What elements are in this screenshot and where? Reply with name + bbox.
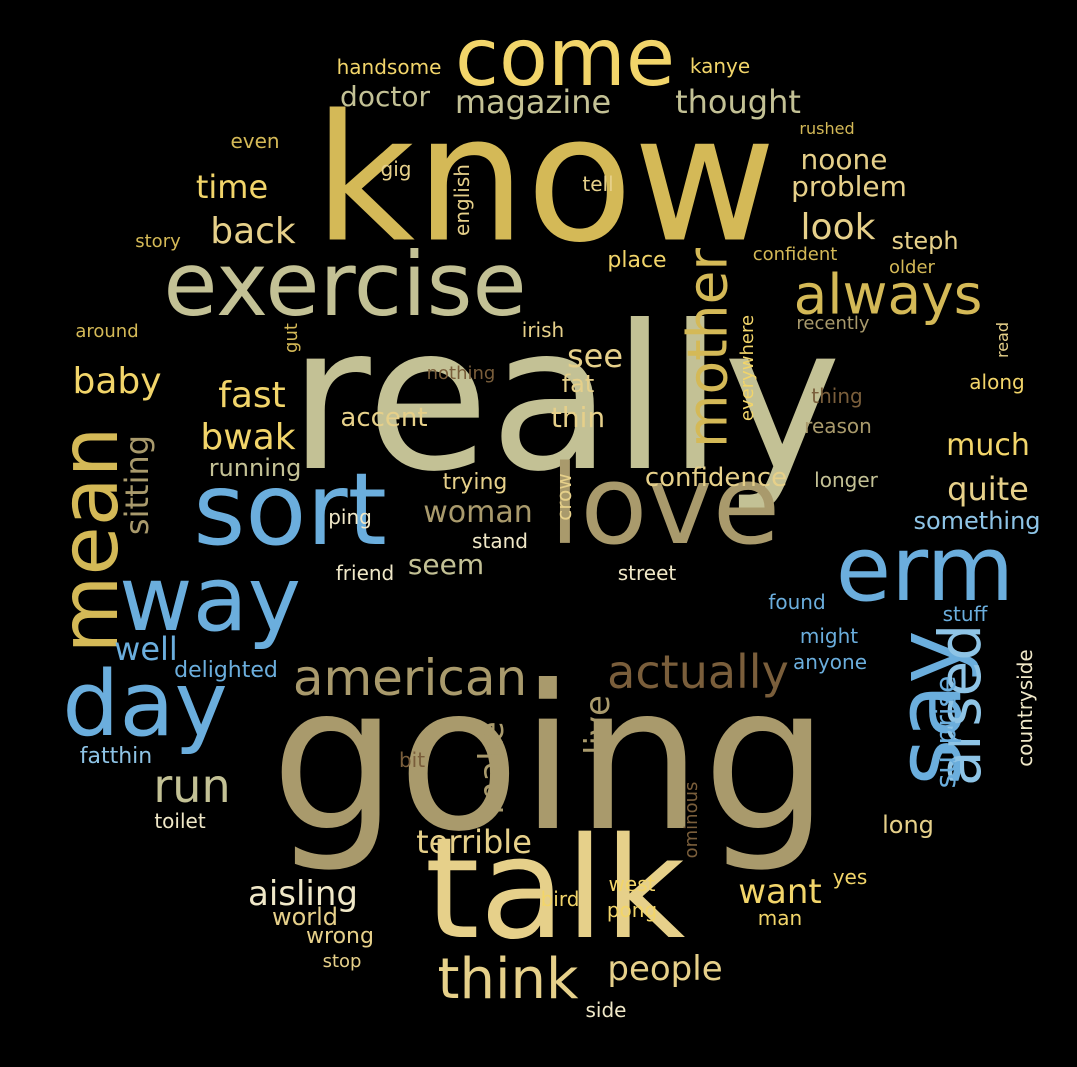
word-aisling: aisling <box>247 874 359 914</box>
word-english: english <box>450 164 474 236</box>
word-everywhere: everywhere <box>737 314 758 422</box>
word-trying: trying <box>442 470 508 495</box>
word-longer: longer <box>814 468 878 492</box>
word-fast: fast <box>218 375 286 416</box>
word-older: older <box>889 257 935 278</box>
word-thin: thin <box>550 401 606 434</box>
word-fatthin: fatthin <box>79 744 153 769</box>
word-talk: talk <box>424 808 686 971</box>
word-time: time <box>195 168 269 206</box>
word-tell: tell <box>582 172 614 196</box>
word-live: live <box>578 695 618 755</box>
word-place: place <box>607 248 667 273</box>
word-friend: friend <box>335 561 395 585</box>
word-american: american <box>292 649 528 707</box>
word-wrong: wrong <box>306 924 374 949</box>
word-mother: mother <box>675 247 740 449</box>
word-look: look <box>800 207 876 248</box>
word-day: day <box>62 652 228 757</box>
word-reason: reason <box>804 414 872 438</box>
word-know: know <box>313 78 777 282</box>
word-read: read <box>993 321 1012 359</box>
word-confidence: confidence <box>644 463 788 493</box>
word-problem: problem <box>791 170 907 203</box>
word-actually: actually <box>607 645 789 699</box>
word-much: much <box>946 428 1030 463</box>
word-irish: irish <box>521 318 565 342</box>
word-doctor: doctor <box>340 80 430 113</box>
word-bird: bird <box>540 887 580 911</box>
word-seem: seem <box>407 548 485 581</box>
word-handsome: handsome <box>336 55 442 79</box>
word-well: well <box>114 630 178 668</box>
word-love: love <box>549 441 781 569</box>
word-steph: steph <box>891 227 959 255</box>
word-quite: quite <box>947 470 1029 508</box>
word-woman: woman <box>423 495 533 530</box>
word-run: run <box>153 759 231 813</box>
word-crow: crow <box>552 473 576 521</box>
word-yes: yes <box>832 865 868 889</box>
word-really: really <box>288 283 842 516</box>
word-people: people <box>607 949 723 989</box>
word-bit: bit <box>398 748 426 772</box>
word-noone: noone <box>800 143 888 176</box>
word-see: see <box>566 337 624 375</box>
word-way: way <box>118 547 302 652</box>
word-accent: accent <box>340 403 428 433</box>
word-ping: ping <box>328 505 372 529</box>
word-baby: baby <box>72 361 162 402</box>
word-stand: stand <box>472 529 528 553</box>
word-might: might <box>799 624 859 648</box>
word-side: side <box>585 998 627 1022</box>
word-along: along <box>969 370 1025 394</box>
word-think: think <box>437 947 579 1012</box>
word-back: back <box>210 211 296 252</box>
word-nothing: nothing <box>426 363 496 384</box>
word-gig: gig <box>380 157 412 181</box>
word-gut: gut <box>281 323 302 353</box>
word-surprise: surprise <box>929 675 962 789</box>
word-stuff: stuff <box>942 602 988 626</box>
word-street: street <box>617 561 677 585</box>
word-anyone: anyone <box>793 650 867 674</box>
word-pong: pong <box>606 898 658 922</box>
word-stop: stop <box>322 951 362 972</box>
word-found: found <box>768 590 826 614</box>
word-ominous: ominous <box>681 781 702 859</box>
word-come: come <box>454 11 676 104</box>
word-kanye: kanye <box>689 54 751 78</box>
word-something: something <box>913 507 1041 535</box>
word-magazine: magazine <box>454 83 612 121</box>
word-long: long <box>882 811 934 839</box>
word-exercise: exercise <box>163 233 527 336</box>
word-thought: thought <box>675 83 801 121</box>
word-always: always <box>793 262 983 327</box>
word-man: man <box>757 906 803 930</box>
word-west: west <box>608 872 656 896</box>
word-story: story <box>135 231 181 252</box>
word-delighted: delighted <box>174 658 278 683</box>
word-terrible: terrible <box>416 823 532 861</box>
word-make: make <box>472 721 512 815</box>
word-around: around <box>75 321 139 342</box>
word-even: even <box>230 129 280 153</box>
word-recently: recently <box>796 313 870 334</box>
word-rushed: rushed <box>799 119 855 138</box>
word-world: world <box>271 903 339 931</box>
word-toilet: toilet <box>154 809 206 833</box>
word-want: want <box>738 872 822 912</box>
word-confident: confident <box>752 244 838 265</box>
word-fat: fat <box>561 370 595 398</box>
word-going: going <box>270 643 830 876</box>
word-sort: sort <box>193 451 387 568</box>
word-countryside: countryside <box>1013 649 1037 767</box>
word-sitting: sitting <box>118 434 156 536</box>
word-thing: thing <box>811 384 863 408</box>
word-running: running <box>208 454 302 482</box>
word-erm: erm <box>835 517 1015 622</box>
word-bwak: bwak <box>200 417 296 458</box>
